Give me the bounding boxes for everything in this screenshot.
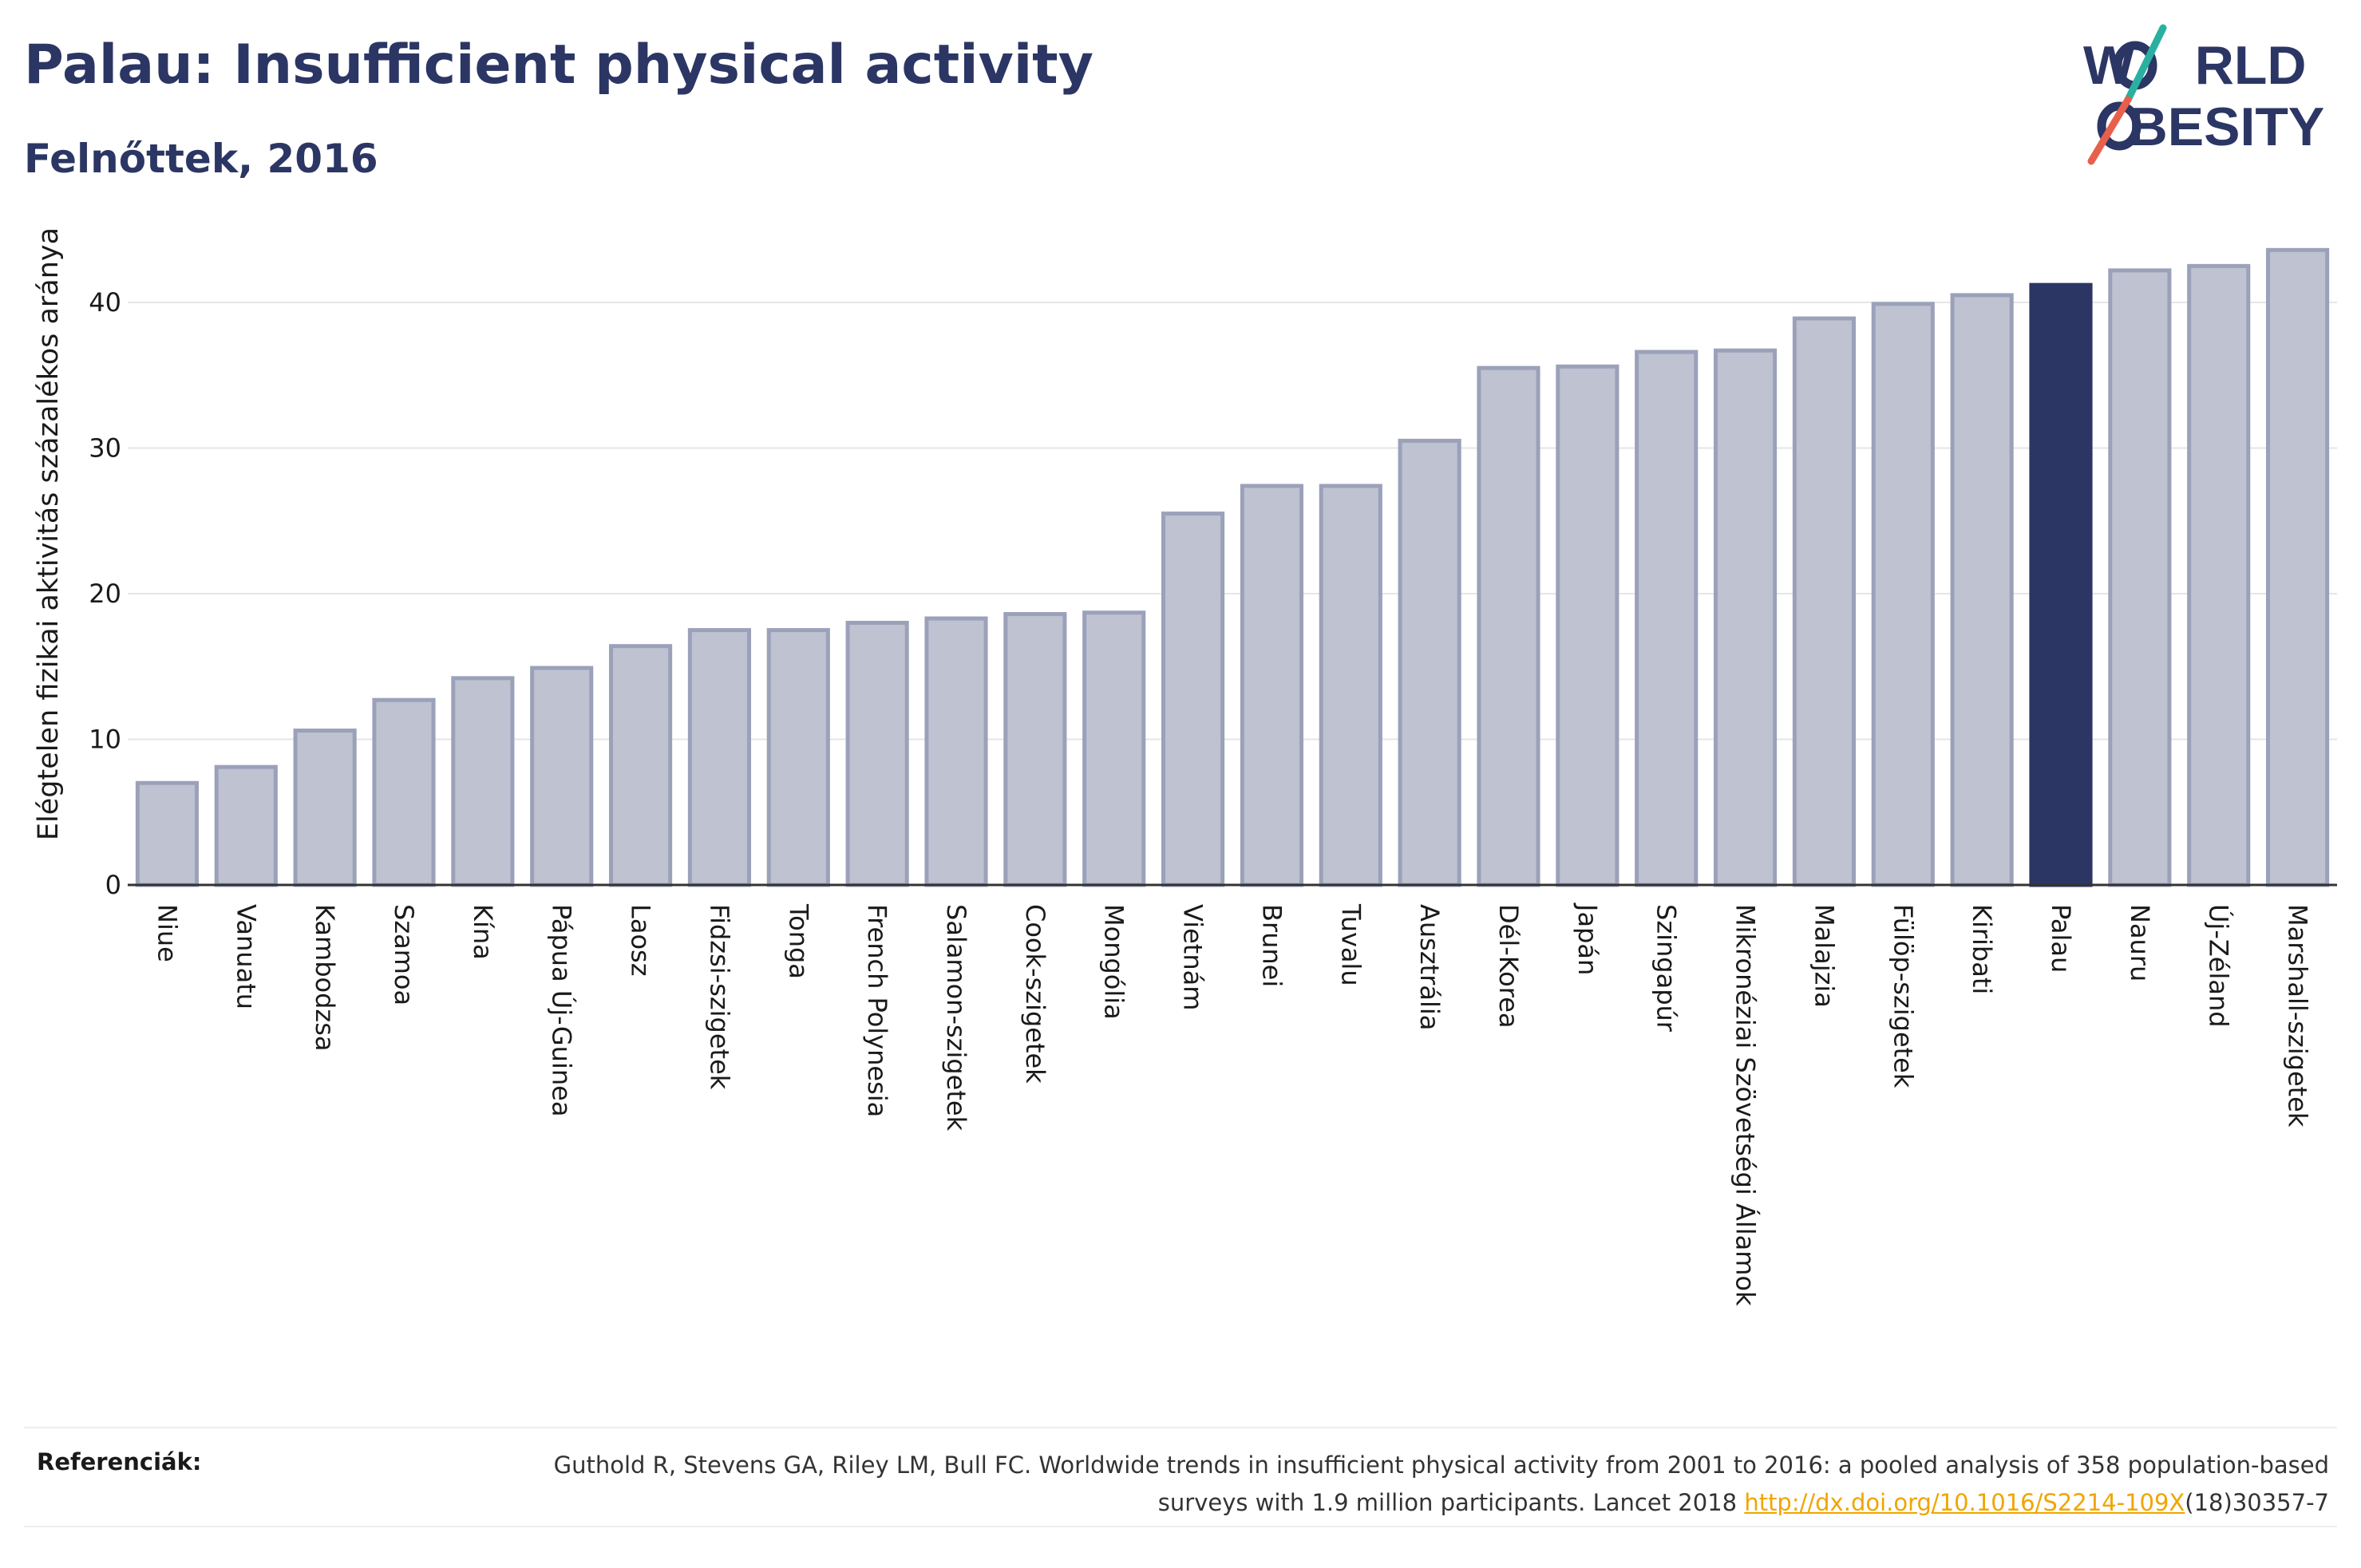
bar-tonga — [766, 628, 830, 887]
bar-mong-lia — [1082, 610, 1146, 887]
bar-chart: 0 10 20 30 40 Niue Vanuatu Kambodzsa Szamoa Kína… — [33, 227, 2337, 1306]
reference-doi-link[interactable]: http://dx.doi.org/10.1016/S2214-109X — [1744, 1489, 2185, 1516]
footer-divider-bottom — [24, 1526, 2337, 1527]
bar-d-l-korea — [1477, 365, 1540, 887]
x-tick-label: Szamoa — [389, 904, 419, 1005]
x-tick-label: Szingapúr — [1651, 904, 1682, 1033]
x-tick-label: French Polynesia — [862, 904, 892, 1117]
bar-laosz — [609, 644, 673, 887]
bar-kiribati — [1950, 293, 2014, 887]
bar-f-l-p-szigetek — [1871, 302, 1935, 887]
bar-vietn-m — [1161, 511, 1225, 887]
bar-malajzia — [1792, 316, 1857, 887]
chart-title: Palau: Insufficient physical activity — [24, 34, 1093, 97]
bar-k-na — [451, 676, 515, 887]
bar-cook-szigetek — [1003, 612, 1067, 887]
x-tick-label: Nauru — [2125, 904, 2155, 981]
x-tick-label: Palau — [2046, 904, 2076, 973]
x-tick-label: Új-Zéland — [2204, 904, 2235, 1028]
x-tick-label: Dél-Korea — [1493, 904, 1524, 1028]
bar-salamon-szigetek — [924, 616, 988, 887]
y-tick-label: 10 — [89, 725, 121, 755]
bar-brunei — [1240, 484, 1304, 887]
x-tick-label: Japán — [1572, 902, 1603, 975]
bar-szingap-r — [1635, 350, 1699, 887]
logo-slash-bottom — [2087, 96, 2132, 165]
x-tick-label: Cook-szigetek — [1020, 904, 1050, 1084]
reference-citation: Guthold R, Stevens GA, Riley LM, Bull FC… — [553, 1451, 2329, 1516]
reference-suffix: (18)30357-7 — [2185, 1489, 2329, 1516]
bars — [135, 247, 2330, 887]
y-tick-label: 40 — [89, 287, 121, 318]
bar-ausztr-lia — [1398, 438, 1461, 887]
bar-jap-n — [1556, 364, 1619, 887]
bar-p-pua-j-guinea — [530, 666, 594, 887]
bar--j-z-land — [2187, 263, 2251, 887]
x-tick-label: Brunei — [1256, 904, 1287, 987]
x-tick-label: Fülöp-szigetek — [1888, 904, 1918, 1088]
x-tick-label: Kína — [468, 904, 498, 960]
bar-szamoa — [372, 697, 436, 887]
category-labels: Niue Vanuatu Kambodzsa Szamoa Kína Pápua Új-G… — [152, 902, 2312, 1306]
x-tick-label: Malajzia — [1809, 904, 1839, 1008]
bar-kambodzsa — [293, 729, 357, 887]
y-tick-label: 20 — [89, 579, 121, 609]
x-tick-label: Kambodzsa — [310, 904, 340, 1051]
x-tick-label: Vanuatu — [231, 904, 261, 1009]
x-tick-label: Niue — [152, 904, 182, 962]
x-tick-label: Vietnám — [1178, 904, 1208, 1010]
logo-o-bottom — [2097, 101, 2142, 151]
bar-marshall-szigetek — [2266, 247, 2330, 887]
x-tick-label: Fidzsi-szigetek — [704, 904, 734, 1090]
bar-tuvalu — [1319, 484, 1382, 887]
axes: 0 10 20 30 40 — [89, 287, 2337, 900]
logo-slash-top — [2124, 24, 2167, 104]
bar-niue — [135, 780, 200, 887]
x-tick-label: Kiribati — [1967, 904, 1997, 994]
references-label: Referenciák: — [37, 1448, 202, 1475]
bar-fidzsi-szigetek — [687, 628, 751, 887]
x-tick-label: Tuvalu — [1335, 903, 1366, 986]
x-tick-label: Laosz — [626, 904, 656, 976]
bar-nauru — [2108, 268, 2172, 887]
logo-graphic: W RLD BESITY — [2083, 24, 2324, 165]
bar-palau — [2029, 282, 2093, 887]
footer-divider-top — [24, 1427, 2337, 1428]
chart-subtitle: Felnőttek, 2016 — [24, 136, 378, 182]
references-text: Guthold R, Stevens GA, Riley LM, Bull FC… — [493, 1447, 2329, 1522]
x-tick-label: Marshall-szigetek — [2283, 904, 2313, 1128]
bar-french-polynesia — [845, 621, 909, 887]
x-tick-label: Ausztrália — [1414, 904, 1445, 1030]
y-tick-label: 30 — [89, 433, 121, 464]
world-obesity-logo: W RLD BESITY — [2075, 24, 2347, 168]
y-axis-label: Elégtelen fizikai aktivitás százalékos a… — [33, 227, 65, 840]
y-tick-label: 0 — [105, 870, 121, 900]
bar-mikron-ziai-sz-vets-gi-llamok — [1714, 348, 1778, 887]
x-tick-label: Pápua Új-Guinea — [547, 904, 578, 1116]
x-tick-label: Mongólia — [1099, 904, 1129, 1020]
bar-vanuatu — [214, 764, 278, 887]
x-tick-label: Mikronéziai Szövetségi Államok — [1730, 904, 1761, 1306]
x-tick-label: Salamon-szigetek — [941, 904, 971, 1132]
x-tick-label: Tonga — [783, 903, 813, 979]
